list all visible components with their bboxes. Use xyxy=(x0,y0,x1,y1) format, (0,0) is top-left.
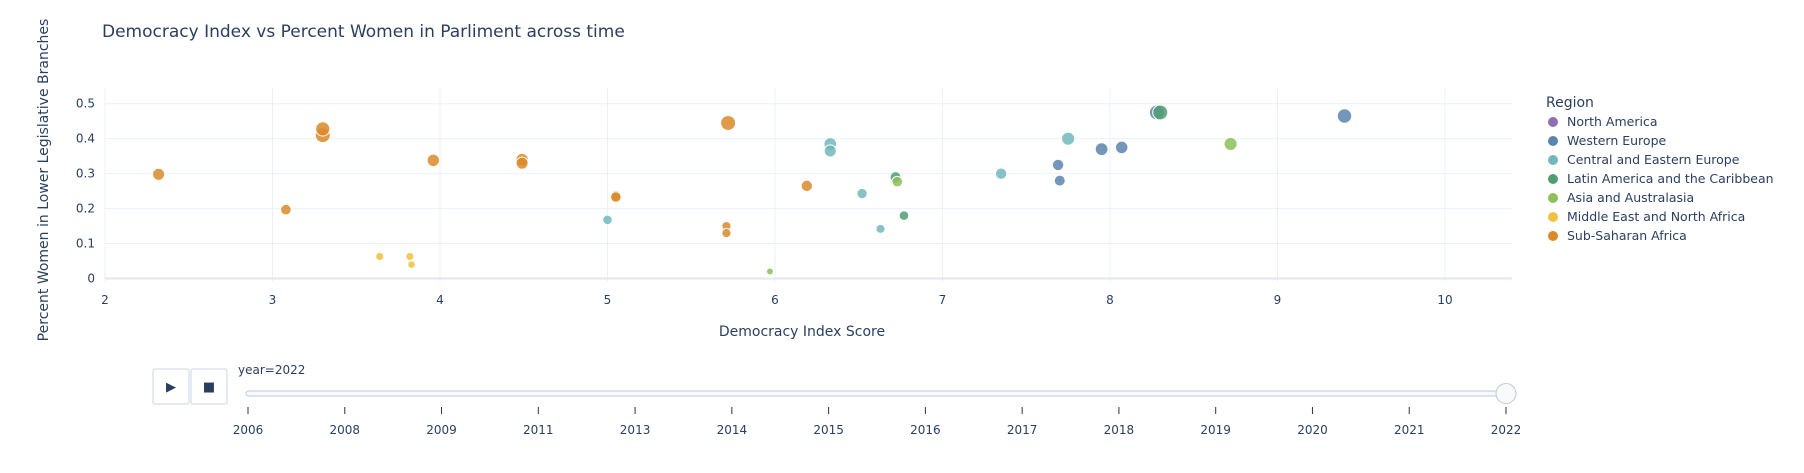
legend-item-label[interactable]: Latin America and the Caribbean xyxy=(1567,171,1774,186)
legend-marker[interactable] xyxy=(1548,231,1558,241)
data-points xyxy=(152,104,1353,276)
x-tick-label: 9 xyxy=(1274,293,1282,307)
slider-year-label[interactable]: 2011 xyxy=(523,423,554,437)
x-tick-label: 8 xyxy=(1106,293,1114,307)
slider-current-label: year=2022 xyxy=(238,363,305,377)
data-point xyxy=(1152,104,1169,121)
slider-year-label[interactable]: 2016 xyxy=(910,423,941,437)
data-point xyxy=(1094,142,1109,157)
legend-item-label[interactable]: Asia and Australasia xyxy=(1567,190,1694,205)
y-axis-ticks: 0 0.1 0.2 0.3 0.4 0.5 xyxy=(76,97,95,286)
y-tick-label: 0.4 xyxy=(76,132,95,146)
slider-handle[interactable] xyxy=(1495,383,1517,404)
slider-year-label[interactable]: 2013 xyxy=(620,423,651,437)
data-point xyxy=(875,223,886,234)
slider-year-label[interactable]: 2018 xyxy=(1104,423,1135,437)
slider-year-label[interactable]: 2006 xyxy=(233,423,264,437)
data-point xyxy=(898,210,910,221)
y-tick-label: 0.5 xyxy=(76,97,95,111)
y-tick-label: 0.1 xyxy=(76,237,95,251)
data-point xyxy=(721,227,732,239)
data-point xyxy=(1051,158,1065,172)
legend-item-label[interactable]: Sub-Saharan Africa xyxy=(1567,228,1687,243)
data-point xyxy=(765,267,775,276)
slider-year-label[interactable]: 2009 xyxy=(426,423,457,437)
stop-button[interactable]: ■ xyxy=(190,368,228,405)
data-point xyxy=(800,179,814,193)
stop-icon: ■ xyxy=(203,380,215,395)
legend-marker[interactable] xyxy=(1548,155,1558,165)
slider-year-label[interactable]: 2022 xyxy=(1491,423,1522,437)
legend-marker[interactable] xyxy=(1548,117,1558,127)
y-tick-label: 0.3 xyxy=(76,167,95,181)
x-axis-title: Democracy Index Score xyxy=(719,324,885,340)
data-point xyxy=(152,167,166,181)
data-point xyxy=(280,203,292,216)
data-point xyxy=(1053,174,1066,187)
grid xyxy=(104,88,1512,282)
data-point xyxy=(720,114,737,131)
data-point xyxy=(1061,131,1076,146)
data-point xyxy=(405,251,415,262)
data-point xyxy=(1114,140,1129,155)
slider-rail[interactable] xyxy=(245,390,1507,397)
legend-marker[interactable] xyxy=(1548,136,1558,146)
y-axis-title: Percent Women in Lower Legislative Branc… xyxy=(36,19,52,342)
data-point xyxy=(610,191,622,203)
slider-year-label[interactable]: 2017 xyxy=(1007,423,1038,437)
play-button[interactable]: ▶ xyxy=(152,368,190,405)
legend-title: Region xyxy=(1546,95,1594,111)
x-tick-label: 2 xyxy=(101,293,109,307)
slider-year-label[interactable]: 2020 xyxy=(1297,423,1328,437)
slider-year-label[interactable]: 2015 xyxy=(813,423,844,437)
legend-marker[interactable] xyxy=(1548,212,1558,222)
legend: Region North America Western Europe Centra… xyxy=(1546,95,1774,243)
data-point xyxy=(1223,136,1238,152)
slider-year-label[interactable]: 2019 xyxy=(1200,423,1231,437)
data-point xyxy=(515,156,529,170)
x-tick-label: 10 xyxy=(1437,293,1452,307)
legend-marker[interactable] xyxy=(1548,174,1558,184)
x-tick-label: 6 xyxy=(771,293,779,307)
x-axis-ticks: 2 3 4 5 6 7 8 9 10 xyxy=(101,293,1452,307)
legend-marker[interactable] xyxy=(1548,193,1558,203)
x-tick-label: 4 xyxy=(436,293,444,307)
data-point xyxy=(602,214,613,226)
y-tick-label: 0 xyxy=(87,272,95,286)
data-point xyxy=(426,153,441,168)
data-point xyxy=(407,260,416,269)
slider-ticks: 2006 2008 2009 2011 2013 2014 2015 2016 2017 2018… xyxy=(233,407,1522,437)
legend-item-label[interactable]: Western Europe xyxy=(1567,133,1667,148)
x-tick-label: 3 xyxy=(269,293,277,307)
data-point xyxy=(856,187,868,200)
data-point xyxy=(375,251,385,262)
slider-year-label[interactable]: 2014 xyxy=(717,423,748,437)
slider-year-label[interactable]: 2021 xyxy=(1394,423,1425,437)
chart-title: Democracy Index vs Percent Women in Parl… xyxy=(102,22,625,42)
legend-item-label[interactable]: North America xyxy=(1567,114,1658,129)
y-tick-label: 0.2 xyxy=(76,202,95,216)
legend-item-label[interactable]: Central and Eastern Europe xyxy=(1567,152,1740,167)
x-tick-label: 5 xyxy=(604,293,612,307)
slider-year-label[interactable]: 2008 xyxy=(329,423,360,437)
play-icon: ▶ xyxy=(166,380,176,395)
data-point xyxy=(823,144,837,158)
data-point xyxy=(994,167,1008,180)
x-tick-label: 7 xyxy=(939,293,947,307)
data-point xyxy=(315,121,331,137)
legend-item-label[interactable]: Middle East and North Africa xyxy=(1567,209,1745,224)
data-point xyxy=(891,175,904,188)
data-point xyxy=(1336,108,1353,124)
